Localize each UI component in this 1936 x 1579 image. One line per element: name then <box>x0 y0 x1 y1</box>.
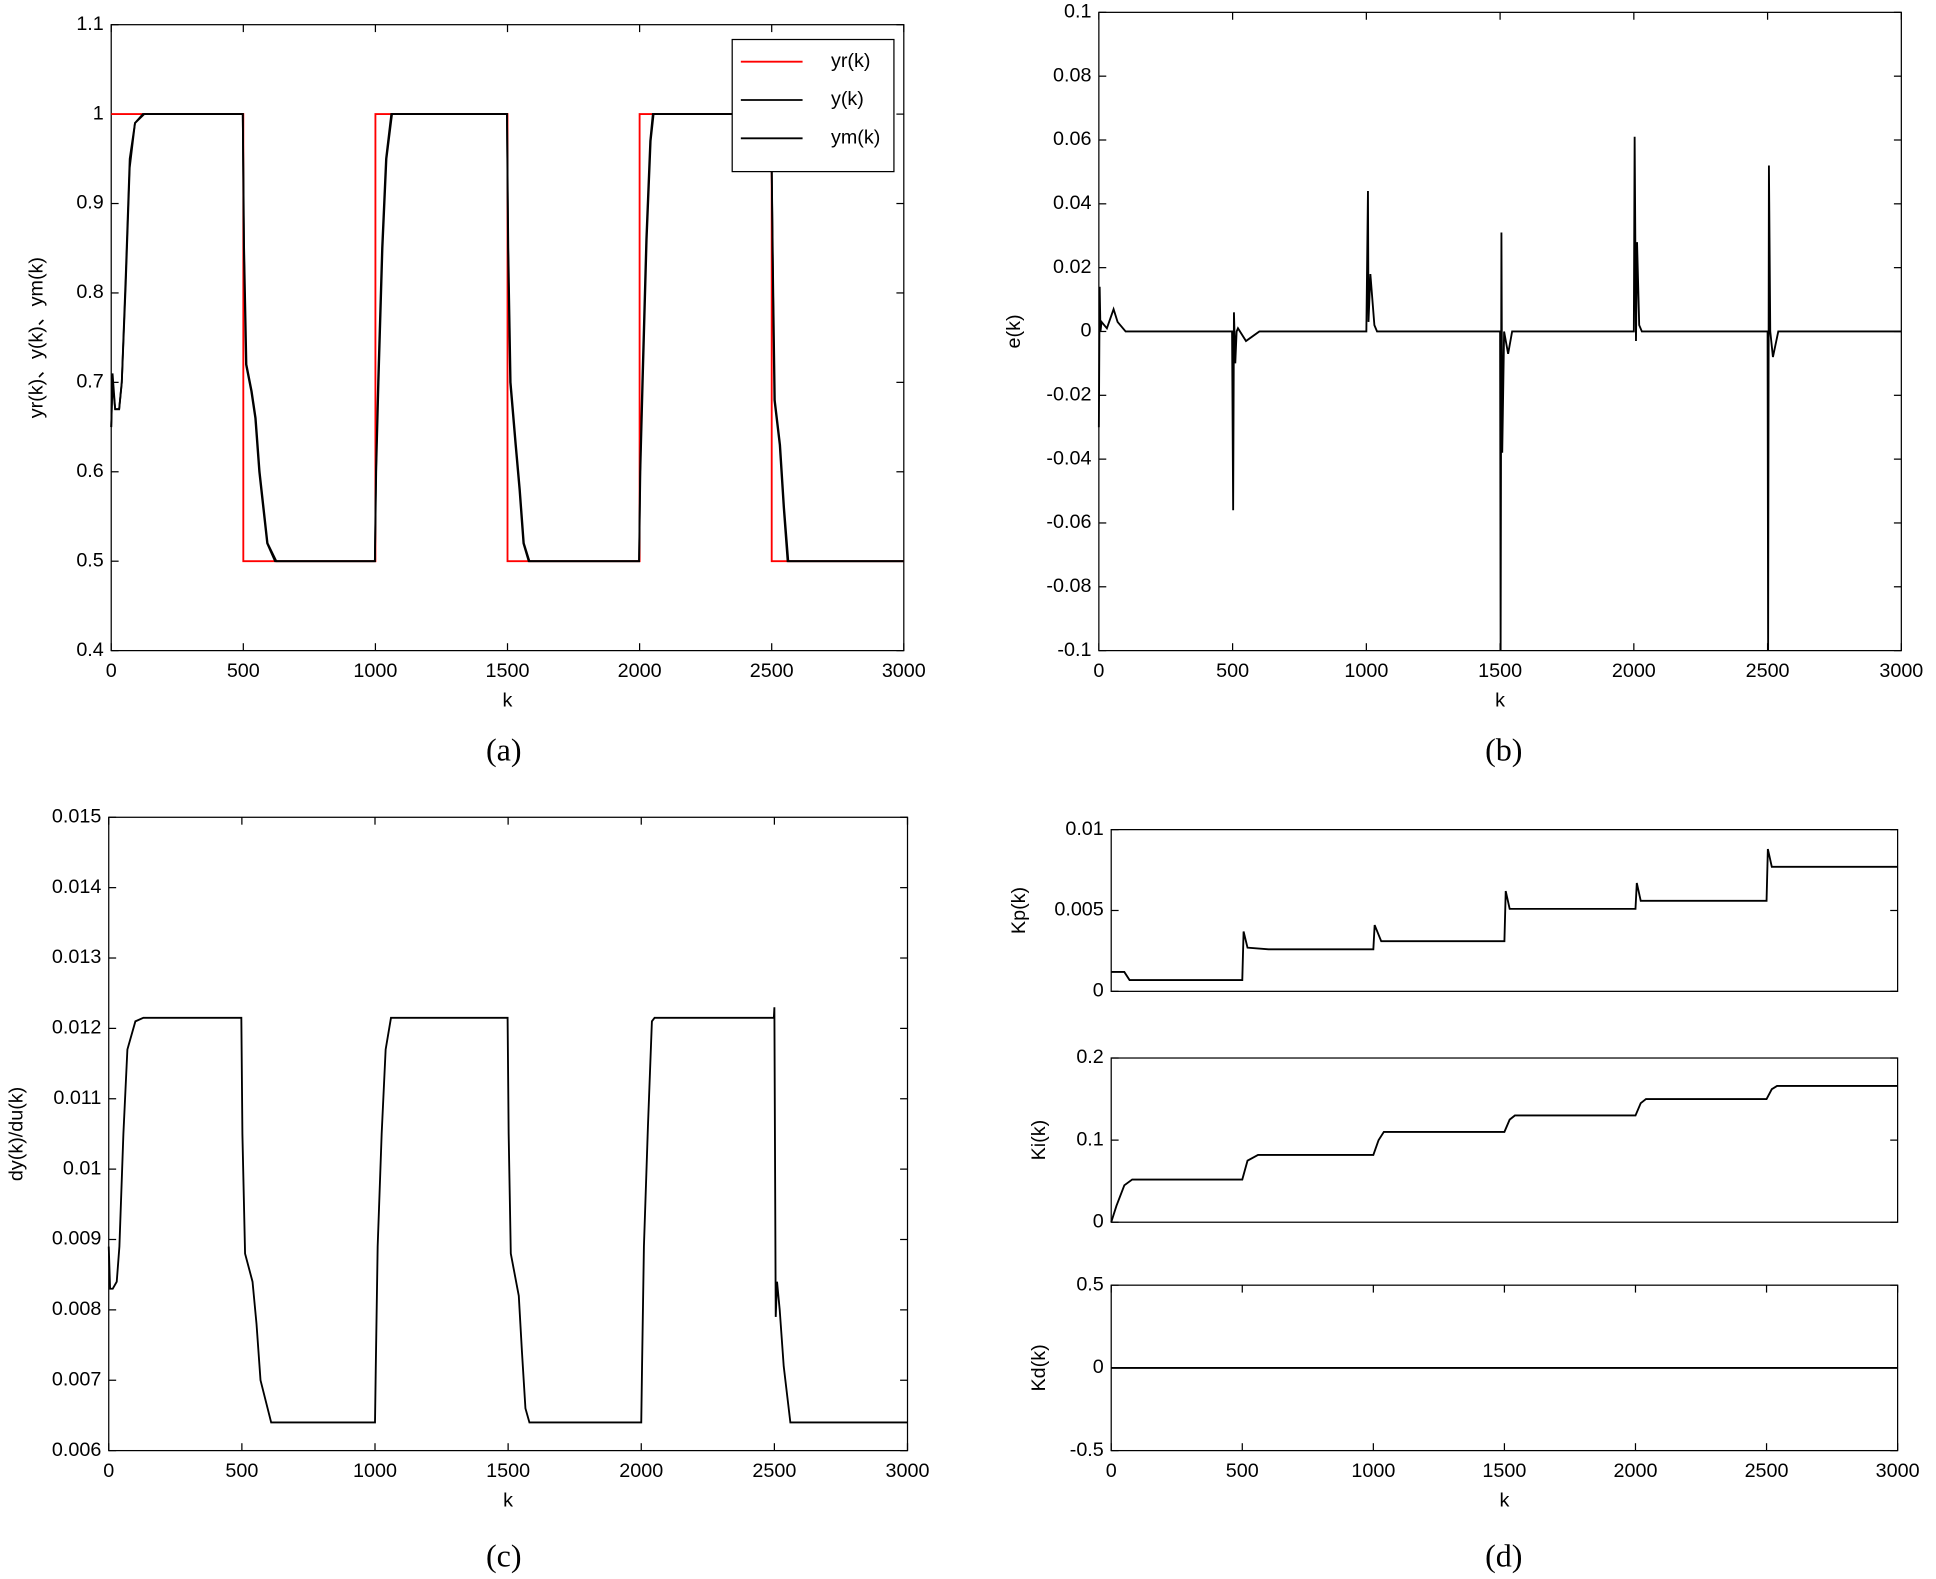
x-tick-label: 2500 <box>1746 660 1790 682</box>
x-tick-label: 3000 <box>882 660 926 682</box>
y-tick-label: 1 <box>93 102 104 124</box>
y-tick-label: 0.08 <box>1053 64 1091 86</box>
x-tick-label: 1000 <box>1351 1460 1395 1482</box>
data-line <box>1110 1085 1898 1223</box>
x-axis-label: k <box>503 1489 513 1511</box>
y-tick-label: 0.4 <box>76 639 103 661</box>
x-tick-label: 3000 <box>1879 660 1923 682</box>
y-tick-label: 0.04 <box>1053 192 1091 214</box>
caption: (c) <box>486 1538 522 1574</box>
y-tick-label: 0.01 <box>1065 818 1103 840</box>
y-tick-label: 0.2 <box>1076 1046 1103 1068</box>
y-tick-label: 0.02 <box>1053 256 1091 278</box>
y-tick-label: 0 <box>1093 980 1104 1002</box>
legend-label: y(k) <box>831 88 864 110</box>
x-tick-label: 3000 <box>886 1460 930 1482</box>
x-tick-label: 2000 <box>1614 1460 1658 1482</box>
data-line <box>1097 136 1902 651</box>
y-tick-label: 0.9 <box>76 192 103 214</box>
x-tick-label: 0 <box>1093 660 1104 682</box>
y-axis-label: Ki(k) <box>1028 1120 1050 1161</box>
plot-area <box>1110 1057 1899 1223</box>
x-tick-label: 2000 <box>619 1460 663 1482</box>
y-tick-label: 0.005 <box>1054 899 1103 921</box>
x-axis-label: k <box>1495 689 1505 711</box>
y-tick-label: 0.013 <box>52 946 101 968</box>
y-tick-label: 0.06 <box>1053 128 1091 150</box>
y-tick-label: 0.011 <box>53 1087 101 1109</box>
caption: (d) <box>1485 1538 1522 1574</box>
x-tick-label: 1000 <box>353 660 397 682</box>
x-tick-label: 2500 <box>1745 1460 1789 1482</box>
x-tick-label: 2500 <box>752 1460 796 1482</box>
y-axis-label: Kd(k) <box>1028 1344 1050 1391</box>
y-tick-label: 0.007 <box>52 1368 101 1390</box>
y-tick-label: 0.6 <box>76 460 103 482</box>
x-tick-label: 1000 <box>353 1460 397 1482</box>
y-tick-label: -0.06 <box>1046 511 1091 533</box>
y-tick-label: 0.01 <box>63 1157 101 1179</box>
y-tick-label: 0.7 <box>76 371 103 393</box>
x-tick-label: 1500 <box>486 1460 530 1482</box>
x-tick-label: 2000 <box>1612 660 1656 682</box>
y-tick-label: 0.009 <box>52 1228 101 1250</box>
y-axis-label: e(k) <box>1003 314 1025 348</box>
y-tick-label: 0.1 <box>1076 1128 1103 1150</box>
y-tick-label: 0.1 <box>1064 1 1091 23</box>
y-tick-label: -0.02 <box>1046 384 1091 406</box>
x-tick-label: 500 <box>227 660 260 682</box>
x-axis-label: k <box>1499 1489 1509 1511</box>
x-tick-label: 3000 <box>1876 1460 1920 1482</box>
legend-label: ym(k) <box>831 126 880 148</box>
x-tick-label: 1500 <box>1478 660 1522 682</box>
x-tick-label: 1000 <box>1344 660 1388 682</box>
y-tick-label: 0.8 <box>76 281 103 303</box>
y-tick-label: 0.008 <box>52 1298 101 1320</box>
x-tick-label: 0 <box>1106 1460 1117 1482</box>
x-tick-label: 1500 <box>486 660 530 682</box>
x-tick-label: 0 <box>103 1460 114 1482</box>
x-tick-label: 500 <box>225 1460 258 1482</box>
y-axis-label: yr(k)、y(k)、ym(k) <box>25 257 47 418</box>
y-tick-label: -0.08 <box>1046 575 1091 597</box>
y-tick-label: -0.04 <box>1046 447 1091 469</box>
y-tick-label: 0 <box>1080 320 1091 342</box>
x-tick-label: 500 <box>1226 1460 1259 1482</box>
y-tick-label: 0.5 <box>76 549 103 571</box>
caption: (b) <box>1485 731 1522 767</box>
x-tick-label: 2500 <box>750 660 794 682</box>
y-tick-label: -0.1 <box>1057 639 1091 661</box>
x-tick-label: 1500 <box>1482 1460 1526 1482</box>
data-line <box>107 1007 908 1424</box>
legend-label: yr(k) <box>831 50 870 72</box>
y-tick-label: 0.015 <box>52 805 101 827</box>
x-axis-label: k <box>503 689 513 711</box>
y-axis-label: dy(k)/du(k) <box>6 1087 28 1181</box>
y-axis-label: Kp(k) <box>1008 887 1030 934</box>
y-tick-label: 0 <box>1093 1210 1104 1232</box>
x-tick-label: 0 <box>106 660 117 682</box>
x-tick-label: 2000 <box>618 660 662 682</box>
y-tick-label: 0.014 <box>52 876 101 898</box>
y-tick-label: -0.5 <box>1070 1439 1104 1461</box>
data-line <box>1111 848 1898 981</box>
y-tick-label: 0.012 <box>52 1017 101 1039</box>
y-tick-label: 0.5 <box>1076 1273 1103 1295</box>
y-tick-label: 0.006 <box>52 1439 101 1461</box>
caption: (a) <box>486 731 522 767</box>
y-tick-label: 1.1 <box>76 13 103 35</box>
y-tick-label: 0 <box>1093 1356 1104 1378</box>
x-tick-label: 500 <box>1216 660 1249 682</box>
